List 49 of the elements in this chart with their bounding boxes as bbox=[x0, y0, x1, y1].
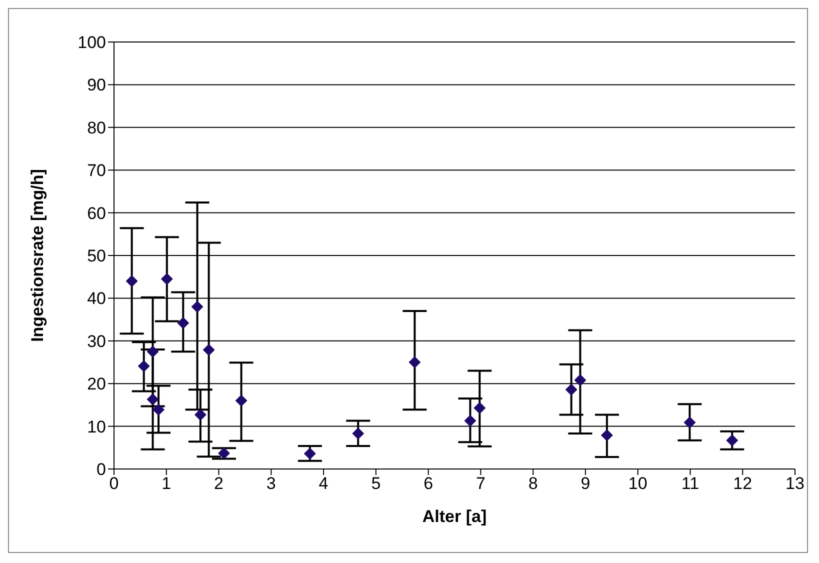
point bbox=[726, 434, 738, 446]
y-tick-label: 50 bbox=[87, 246, 106, 266]
y-tick-label: 60 bbox=[87, 204, 106, 223]
x-tick-label: 10 bbox=[628, 474, 648, 494]
y-tick-label: 80 bbox=[87, 118, 106, 138]
y-axis-title: Ingestionsrate [mg/h] bbox=[28, 169, 48, 342]
point bbox=[191, 300, 204, 313]
point bbox=[574, 374, 586, 386]
y-tick-label: 100 bbox=[78, 33, 106, 52]
point bbox=[684, 416, 696, 428]
point bbox=[565, 384, 578, 396]
point bbox=[138, 360, 150, 372]
point bbox=[194, 408, 206, 421]
point bbox=[408, 356, 421, 368]
x-tick-label: 9 bbox=[580, 474, 590, 494]
x-tick-label: 3 bbox=[266, 474, 276, 494]
x-tick-label: 0 bbox=[109, 474, 119, 494]
y-tick-label: 70 bbox=[87, 161, 106, 180]
x-tick-label: 12 bbox=[733, 474, 752, 494]
point bbox=[352, 428, 364, 440]
y-tick-label: 90 bbox=[87, 76, 106, 95]
y-tick-label: 20 bbox=[87, 374, 106, 394]
x-tick-label: 13 bbox=[786, 474, 804, 494]
y-tick-label: 30 bbox=[87, 332, 106, 351]
point bbox=[464, 414, 476, 427]
point bbox=[474, 402, 486, 414]
x-tick-label: 8 bbox=[528, 474, 538, 494]
point bbox=[126, 275, 138, 288]
x-tick-label: 5 bbox=[371, 474, 381, 494]
x-tick-label: 6 bbox=[424, 474, 434, 494]
x-tick-label: 11 bbox=[681, 474, 700, 494]
point bbox=[160, 272, 173, 285]
point bbox=[600, 429, 613, 442]
point bbox=[146, 393, 159, 406]
point bbox=[152, 404, 165, 416]
x-tick-label: 4 bbox=[318, 474, 328, 494]
y-tick-label: 0 bbox=[96, 460, 106, 480]
x-axis-title: Alter [a] bbox=[422, 507, 487, 526]
y-tick-label: 40 bbox=[87, 289, 106, 308]
point bbox=[177, 316, 190, 329]
point bbox=[218, 447, 230, 460]
point bbox=[235, 394, 248, 407]
y-tick-label: 10 bbox=[87, 417, 106, 436]
point bbox=[146, 346, 159, 358]
x-tick-label: 1 bbox=[162, 474, 172, 494]
x-tick-label: 7 bbox=[476, 474, 486, 494]
point bbox=[304, 448, 316, 460]
x-tick-label: 2 bbox=[214, 474, 224, 494]
point bbox=[202, 344, 215, 356]
